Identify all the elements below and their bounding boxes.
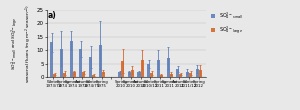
- Bar: [167, 58, 170, 77]
- Bar: [128, 72, 131, 77]
- Bar: [82, 72, 85, 77]
- Bar: [150, 73, 153, 77]
- Bar: [89, 57, 92, 77]
- Bar: [196, 69, 199, 77]
- Bar: [186, 72, 189, 77]
- Bar: [157, 60, 160, 77]
- Text: a): a): [47, 11, 56, 20]
- Bar: [118, 72, 121, 77]
- Bar: [160, 75, 163, 77]
- Bar: [99, 45, 102, 77]
- Bar: [73, 72, 76, 77]
- Bar: [70, 41, 73, 77]
- Bar: [121, 61, 124, 77]
- Bar: [63, 73, 66, 77]
- Bar: [50, 42, 53, 77]
- Bar: [60, 49, 63, 77]
- Bar: [189, 73, 192, 77]
- Y-axis label: $SO_4^{2-}$$_{small}$ and $SO_4^{2-}$$_{large}$
seasonal fluxes (mg m$^{-2}$ sea: $SO_4^{2-}$$_{small}$ and $SO_4^{2-}$$_{…: [10, 4, 34, 83]
- Bar: [79, 49, 82, 77]
- Bar: [176, 69, 179, 77]
- Bar: [92, 75, 95, 77]
- Bar: [179, 74, 182, 77]
- Bar: [137, 72, 140, 77]
- Bar: [199, 70, 202, 77]
- Bar: [53, 74, 56, 77]
- Bar: [102, 72, 105, 77]
- Bar: [147, 64, 150, 77]
- Bar: [169, 74, 173, 77]
- Bar: [140, 60, 144, 77]
- Legend: SO$_4^{2-}$$_{small}$, SO$_4^{2-}$$_{large}$: SO$_4^{2-}$$_{small}$, SO$_4^{2-}$$_{lar…: [209, 9, 246, 38]
- Bar: [131, 70, 134, 77]
